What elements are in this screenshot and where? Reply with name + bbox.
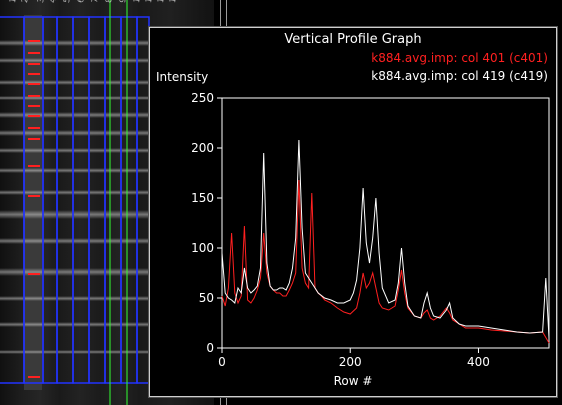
lane-header-labels: 12345678910111213 — [0, 0, 214, 18]
lane-label: 2 — [20, 0, 30, 4]
lane-label: 3 — [36, 0, 46, 4]
y-axis-label: Intensity — [156, 70, 209, 84]
lane-label: 7 — [90, 0, 100, 4]
legend-entry-c419: k884.avg.imp: col 419 (c419) — [371, 69, 548, 83]
lane-label: 1 — [8, 0, 18, 4]
profile-graph-window[interactable]: Vertical Profile Graph k884.avg.imp: col… — [149, 27, 557, 397]
x-axis-label: Row # — [333, 374, 373, 388]
plot-frame — [221, 97, 550, 349]
y-tick-label: 250 — [191, 91, 214, 105]
lane-overlay — [0, 0, 214, 405]
profile-plot[interactable]: 0 50 100 150 200 250 0 200 400 — [150, 28, 556, 396]
lane-label: 9 — [118, 0, 128, 4]
x-tick-label: 0 — [218, 355, 226, 369]
y-tick-label: 50 — [199, 291, 214, 305]
y-tick-label: 0 — [206, 341, 214, 355]
lane-label: 10 — [132, 0, 143, 4]
lane-boxes[interactable] — [0, 16, 150, 384]
x-tick-label: 200 — [339, 355, 362, 369]
column-markers[interactable] — [109, 0, 128, 405]
lane-label: 12 — [156, 0, 167, 4]
legend-entry-c401: k884.avg.imp: col 401 (c401) — [371, 51, 548, 65]
y-tick-label: 150 — [191, 191, 214, 205]
lane-label: 13 — [168, 0, 179, 4]
gel-bands — [0, 40, 214, 354]
lane-label: 8 — [104, 0, 114, 4]
lane-label: 6 — [76, 0, 86, 4]
marker-lane — [24, 15, 42, 390]
graph-title: Vertical Profile Graph — [284, 32, 422, 47]
lane-label: 5 — [62, 0, 72, 4]
series-line-c401 — [221, 179, 550, 344]
lane-label: 4 — [48, 0, 58, 4]
y-tick-label: 100 — [191, 241, 214, 255]
band-markers — [28, 40, 40, 378]
y-tick-label: 200 — [191, 141, 214, 155]
lane-label: 11 — [144, 0, 155, 4]
series-line-c419 — [221, 139, 550, 339]
x-tick-label: 400 — [467, 355, 490, 369]
